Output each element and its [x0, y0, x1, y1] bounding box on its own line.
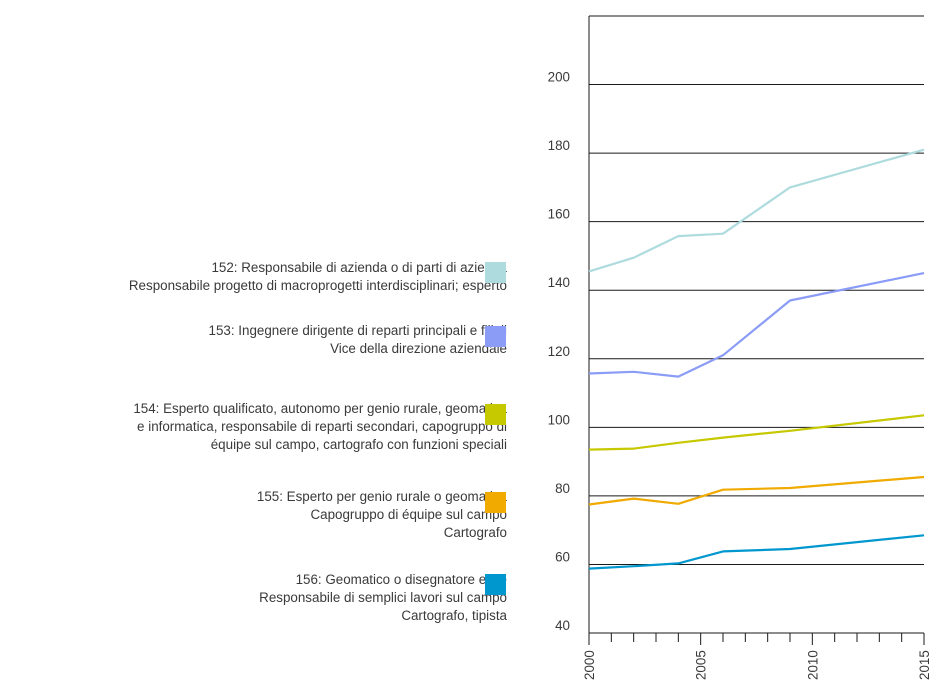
legend-label-line: Vice della direzione aziendale [330, 341, 507, 356]
axes [588, 16, 924, 634]
series-line-155 [588, 475, 925, 506]
legend-label-line: 152: Responsabile di azienda o di parti … [211, 260, 507, 275]
y-tick-label: 140 [548, 275, 570, 290]
x-tick-label: 2005 [694, 650, 709, 680]
legend-swatch-156 [485, 574, 506, 595]
legend-label-line: 154: Esperto qualificato, autonomo per g… [133, 401, 507, 416]
legend-swatch-154 [485, 404, 506, 425]
y-tick-label: 100 [548, 412, 570, 427]
legend-label-line: 155: Esperto per genio rurale o geomatic… [256, 489, 507, 504]
series-lines [588, 148, 925, 570]
x-tick-label: 2015 [917, 650, 932, 680]
x-tick-label: 2000 [582, 650, 597, 680]
y-tick-label: 120 [548, 344, 570, 359]
legend-label-line: équipe sul campo, cartografo con funzion… [210, 437, 507, 452]
series-line-152 [588, 148, 925, 273]
series-line-154 [588, 414, 925, 451]
y-tick-label: 60 [555, 549, 570, 564]
legend-label-line: Capogruppo di équipe sul campo [310, 507, 507, 522]
y-axis-tick-labels: 40 60 80 100 120 140 160 180 200 [548, 70, 570, 633]
legend-swatch-153 [485, 326, 506, 347]
legend-label-line: Responsabile progetto di macroprogetti i… [128, 278, 507, 293]
y-tick-label: 40 [555, 618, 570, 633]
series-line-156 [588, 534, 925, 570]
legend-swatch-155 [485, 492, 506, 513]
legend-label-line: Cartografo [443, 525, 507, 540]
legend-label-line: 156: Geomatico o disegnatore edile [295, 572, 507, 587]
legend-label-line: 153: Ingegnere dirigente di reparti prin… [208, 323, 508, 338]
legend-swatch-152 [485, 262, 506, 283]
series-line-153 [588, 272, 925, 378]
legend-label-line: Cartografo, tipista [401, 608, 507, 623]
y-tick-label: 80 [555, 481, 570, 496]
legend-item-152: 152: Responsabile di azienda o di parti … [129, 259, 507, 295]
legend-label-line: Responsabile di semplici lavori sul camp… [259, 590, 507, 605]
y-tick-label: 180 [548, 138, 570, 153]
gridlines [589, 15, 924, 565]
y-tick-label: 200 [548, 70, 570, 85]
legend-label-line: e informatica, responsabile di reparti s… [137, 419, 507, 434]
legend-item-155: 155: Esperto per genio rurale o geomatic… [257, 488, 507, 542]
legend-item-156: 156: Geomatico o disegnatore edile Respon… [259, 571, 507, 625]
y-tick-label: 160 [548, 207, 570, 222]
x-axis-ticks: 2000 2005 2010 2015 [582, 633, 932, 680]
x-tick-label: 2010 [805, 650, 820, 680]
legend-item-153: 153: Ingegnere dirigente di reparti prin… [209, 322, 508, 358]
legend-item-154: 154: Esperto qualificato, autonomo per g… [133, 400, 507, 454]
